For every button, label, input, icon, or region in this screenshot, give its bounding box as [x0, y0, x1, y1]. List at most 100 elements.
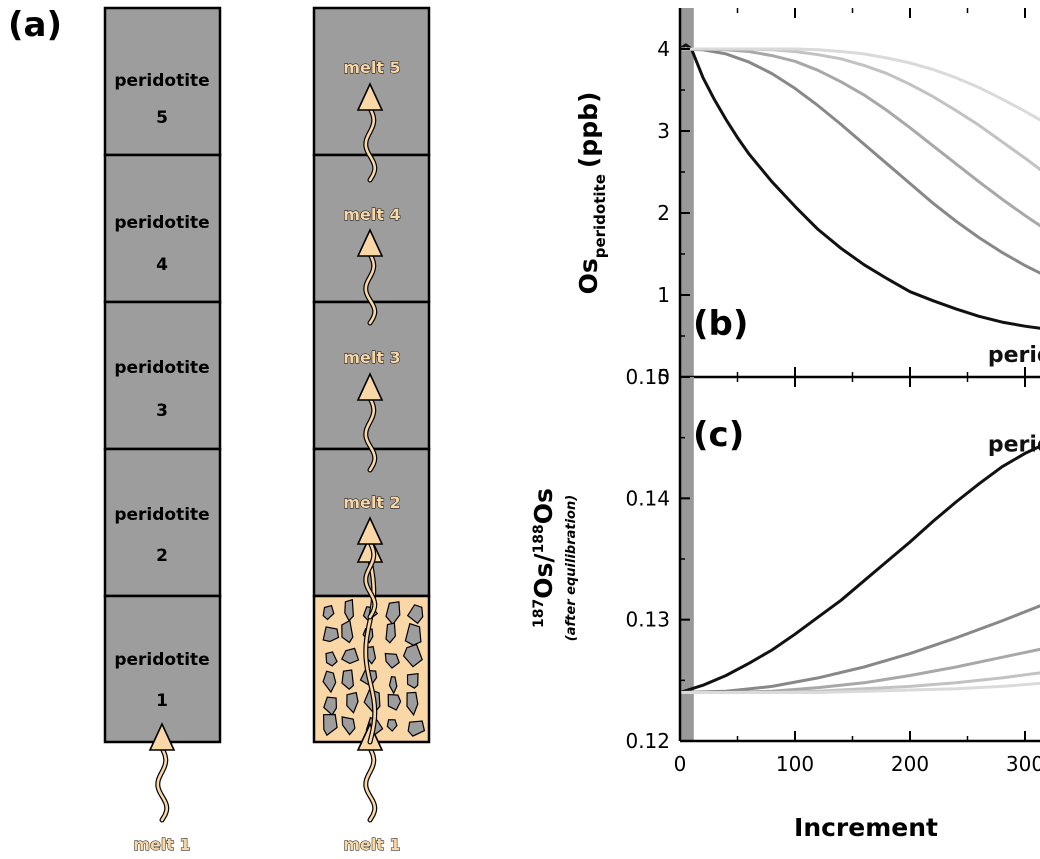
x-tick-label: 100 — [776, 752, 814, 776]
chart-b-ylabel: Osperidotite (ppb) — [574, 92, 609, 295]
panel-b-letter: (b) — [693, 304, 748, 344]
arrow-melt-5-head — [356, 82, 384, 111]
melt-network-grain — [406, 604, 424, 625]
shaded-region — [680, 377, 694, 741]
arrow-melt-1-right-shaft — [364, 746, 377, 822]
melt-network-grain — [407, 720, 426, 737]
chart-c-xlabel: Increment — [794, 813, 938, 842]
melt-4-label: melt 4 — [343, 205, 400, 224]
melt-network-grain — [341, 647, 360, 665]
series-line-1 — [679, 43, 1040, 330]
left-block-2-number: 2 — [156, 546, 168, 566]
left-block-4 — [103, 153, 222, 304]
y-tick-label: 0.13 — [625, 608, 670, 632]
series-line-5 — [680, 681, 1040, 694]
x-tick-label: 0 — [674, 752, 687, 776]
melt-network-grain — [385, 622, 397, 644]
chart-panel-b: 01234peridotite 12345 — [657, 8, 1040, 389]
chart-b-ylabel-unit: (ppb) — [574, 92, 603, 169]
melt-network-grain — [406, 691, 419, 717]
series-line-2 — [679, 604, 1040, 694]
melt-network-grain — [322, 670, 337, 694]
arrow-melt-3-shaft — [364, 396, 377, 472]
melt-network-grain — [322, 604, 335, 621]
y-tick-label: 0.14 — [625, 486, 670, 510]
chart-c-ylabel-os1: Os/ — [529, 553, 558, 599]
left-block-4-number: 4 — [156, 255, 168, 275]
melt-network-grain — [384, 652, 400, 669]
y-tick-label: 0.15 — [625, 365, 670, 389]
svg-text:Osperidotite(ppb): Osperidotite (ppb) — [574, 92, 609, 295]
left-block-2 — [103, 447, 222, 598]
y-tick-label: 0 — [657, 365, 670, 389]
left-block-5 — [103, 6, 222, 157]
arrow-melt-2-shaft — [364, 540, 377, 619]
series-line-2 — [679, 47, 1040, 275]
melt-network-grain — [323, 696, 338, 716]
arrow-melt-4-shaft — [364, 252, 377, 325]
left-block-2-label: peridotite — [114, 505, 209, 525]
arrow-melt-3-head — [356, 372, 384, 401]
melt-network-grain — [406, 673, 419, 689]
series-line-3 — [680, 47, 1040, 228]
y-tick-label: 4 — [657, 37, 670, 61]
curve-label-1: peridotite 1 — [988, 343, 1040, 368]
arrow-melt-network-shaft — [364, 558, 377, 744]
chart-c-ylabel-sup2: 188 — [531, 524, 547, 553]
chart-c-ylabel-os2: Os — [529, 488, 558, 524]
chart-c-ylabel-sup1: 187 — [531, 599, 547, 628]
left-block-3-number: 3 — [156, 401, 168, 421]
arrow-melt-1-left-shaft — [156, 746, 169, 822]
left-block-1-label: peridotite — [114, 650, 209, 670]
melt-network-grain — [402, 643, 423, 668]
series-line-3 — [680, 647, 1040, 694]
left-block-3-label: peridotite — [114, 358, 209, 378]
melt-network-grain — [388, 676, 398, 695]
melt-network-grain — [387, 693, 402, 711]
melt-network-grain — [341, 619, 354, 644]
chart-b-ylabel-sub: peridotite — [591, 174, 609, 258]
panel-c-letter: (c) — [693, 415, 744, 455]
shaded-region — [680, 8, 694, 377]
left-block-3 — [103, 300, 222, 451]
chart-c-ylabel: 187Os/188Os — [529, 488, 558, 628]
left-block-4-label: peridotite — [114, 213, 209, 233]
melt-network-grain — [325, 651, 338, 667]
curve-label-1: peridotite 1 — [988, 433, 1040, 458]
arrow-melt-1-left-head — [148, 722, 176, 751]
melt-5-label: melt 5 — [343, 58, 400, 77]
y-tick-label: 1 — [657, 283, 670, 307]
schematic-panel-a: (a) peridotite 5 peridotite 4 peridotite… — [8, 5, 431, 854]
left-block-5-label: peridotite — [114, 71, 209, 91]
arrow-melt-5-shaft — [364, 106, 377, 182]
left-block-1-number: 1 — [156, 691, 168, 711]
chart-panel-c: 0.120.130.140.150100200300peridotite 123… — [625, 365, 1040, 776]
melt-network-grain — [346, 691, 359, 714]
melt-network-grain — [322, 626, 340, 643]
x-tick-label: 200 — [891, 752, 929, 776]
melt-2-label: melt 2 — [343, 493, 400, 512]
y-tick-label: 3 — [657, 119, 670, 143]
x-tick-label: 300 — [1006, 752, 1040, 776]
melt-network-grain — [322, 713, 338, 737]
chart-b-ylabel-os: Os — [574, 258, 603, 294]
melt-1-left-label: melt 1 — [133, 835, 190, 854]
right-column: melt 5 melt 4 melt 3 melt 2 — [312, 6, 431, 744]
left-column: peridotite 5 peridotite 4 peridotite 3 p… — [103, 6, 222, 744]
right-block-3 — [312, 300, 431, 451]
melt-3-label: melt 3 — [343, 348, 400, 367]
melt-1-right-label: melt 1 — [343, 835, 400, 854]
panel-a-letter: (a) — [8, 5, 62, 45]
left-block-5-number: 5 — [156, 108, 168, 128]
melt-arrows — [148, 82, 384, 823]
arrow-melt-2-head — [356, 516, 384, 545]
melt-network-grain — [341, 716, 356, 736]
svg-text:187Os/188Os: 187Os/188Os — [529, 488, 558, 628]
chart-c-ylabel-subtitle: (after equilibration) — [564, 495, 579, 641]
melt-network-pattern — [322, 598, 426, 739]
y-tick-label: 0.12 — [625, 729, 670, 753]
melt-network-grain — [341, 669, 355, 690]
melt-network-grain — [386, 719, 398, 732]
series-line-1 — [679, 444, 1040, 694]
